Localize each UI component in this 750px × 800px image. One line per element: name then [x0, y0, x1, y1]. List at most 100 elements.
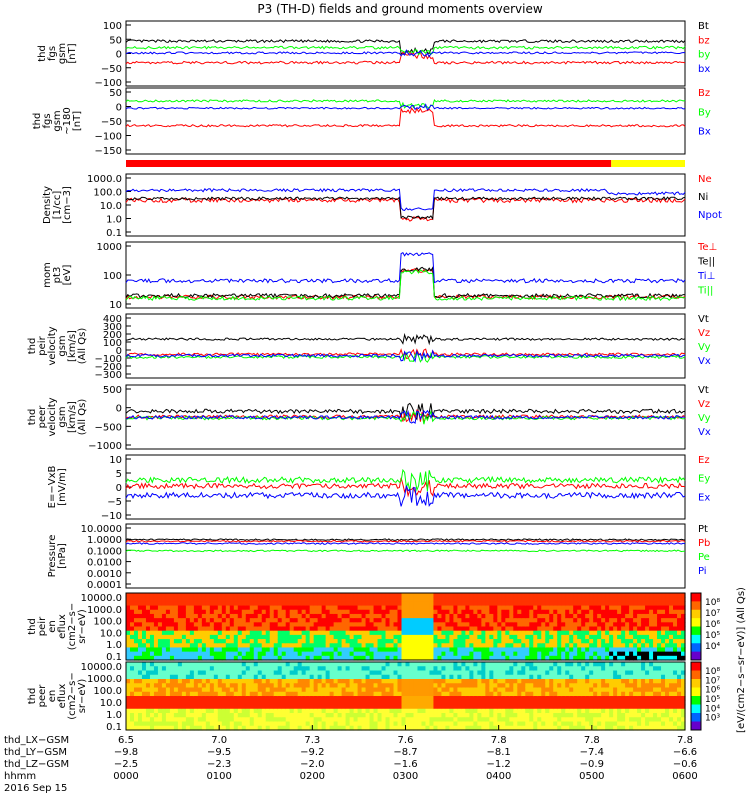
- spectrogram-cell: [137, 674, 143, 680]
- spectrogram-cell: [665, 609, 670, 615]
- spectrogram-cell: [397, 651, 403, 657]
- spectrogram-cell: [473, 593, 478, 598]
- series-line-Vt: [125, 332, 686, 346]
- spectrogram-cell: [153, 696, 159, 701]
- spectrogram-cell: [453, 696, 459, 701]
- spectrogram-cell: [393, 666, 399, 672]
- spectrogram-cell: [529, 670, 534, 676]
- spectrogram-cell: [377, 687, 383, 693]
- spectrogram-cell: [197, 687, 203, 693]
- ytick-label: −50: [101, 64, 122, 75]
- spectrogram-cell: [213, 704, 219, 710]
- spectrogram-cell: [309, 674, 315, 680]
- spectrogram-cell: [617, 634, 622, 640]
- spectrogram-cell: [161, 687, 167, 693]
- spectrogram-cell: [585, 622, 590, 628]
- spectrogram-cell: [417, 666, 423, 672]
- spectrogram-cell: [677, 618, 682, 623]
- spectrogram-cell: [537, 630, 542, 636]
- spectrogram-cell: [441, 670, 447, 676]
- spectrogram-cell: [477, 634, 482, 640]
- spectrogram-cell: [285, 725, 291, 731]
- spectrogram-cell: [229, 683, 235, 689]
- spectrogram-cell: [229, 696, 235, 701]
- spectrogram-cell: [593, 700, 598, 706]
- spectrogram-cell: [197, 626, 203, 632]
- spectrogram-cell: [225, 679, 231, 684]
- spectrogram-cell: [197, 666, 203, 672]
- spectrogram-cell: [673, 593, 678, 598]
- spectrogram-cell: [609, 593, 614, 598]
- spectrogram-cell: [645, 674, 650, 680]
- spectrogram-cell: [257, 647, 263, 653]
- spectrogram-cell: [681, 651, 686, 657]
- spectrogram-cell: [297, 618, 303, 623]
- spectrogram-cell: [561, 597, 566, 602]
- spectrogram-cell: [185, 670, 191, 676]
- spectrogram-cell: [369, 713, 375, 718]
- spectrogram-cell: [429, 593, 435, 598]
- spectrogram-cell: [665, 639, 670, 644]
- spectrogram-cell: [221, 683, 227, 689]
- spectrogram-cell: [357, 713, 363, 718]
- spectrogram-cell: [421, 618, 427, 623]
- spectrogram-cell: [429, 662, 435, 667]
- spectrogram-cell: [161, 639, 167, 644]
- spectrogram-cell: [673, 666, 678, 672]
- spectrogram-cell: [237, 639, 243, 644]
- spectrogram-cell: [489, 691, 494, 697]
- spectrogram-cell: [597, 679, 602, 684]
- spectrogram-cell: [597, 634, 602, 640]
- spectrogram-cell: [353, 679, 359, 684]
- spectrogram-cell: [649, 622, 654, 628]
- spectrogram-cell: [369, 683, 375, 689]
- spectrogram-cell: [393, 721, 399, 727]
- spectrogram-cell: [265, 717, 271, 723]
- spectrogram-cell: [133, 717, 139, 723]
- spectrogram-cell: [541, 670, 546, 676]
- spectrogram-cell: [661, 704, 666, 710]
- spectrogram-cell: [561, 691, 566, 697]
- spectrogram-cell: [609, 721, 614, 727]
- spectrogram-cell: [417, 713, 423, 718]
- spectrogram-cell: [301, 613, 307, 619]
- spectrogram-cell: [553, 643, 558, 649]
- spectrogram-cell: [257, 696, 263, 701]
- xaxis-cell: −2.0: [300, 759, 324, 770]
- spectrogram-cell: [433, 725, 439, 731]
- spectrogram-cell: [249, 601, 255, 607]
- spectrogram-cell: [229, 651, 235, 657]
- spectrogram-cell: [313, 643, 319, 649]
- spectrogram-cell: [173, 670, 179, 676]
- spectrogram-cell: [333, 630, 339, 636]
- spectrogram-cell: [165, 725, 171, 731]
- spectrogram-cell: [305, 679, 311, 684]
- spectrogram-cell: [153, 618, 159, 623]
- spectrogram-cell: [549, 622, 554, 628]
- spectrogram-cell: [569, 613, 574, 619]
- spectrogram-cell: [369, 618, 375, 623]
- spectrogram-cell: [421, 651, 427, 657]
- spectrogram-cell: [461, 696, 466, 701]
- spectrogram-cell: [133, 666, 139, 672]
- spectrogram-cell: [277, 696, 283, 701]
- spectrogram-cell: [497, 613, 502, 619]
- spectrogram-cell: [513, 666, 518, 672]
- spectrogram-cell: [417, 605, 423, 611]
- ytick-label: 100: [103, 21, 122, 32]
- spectrogram-cell: [557, 630, 562, 636]
- spectrogram-cell: [669, 609, 674, 615]
- spectrogram-cell: [189, 651, 195, 657]
- spectrogram-cell: [681, 704, 686, 710]
- spectrogram-cell: [445, 601, 451, 607]
- spectrogram-cell: [153, 609, 159, 615]
- spectrogram-cell: [261, 713, 267, 718]
- spectrogram-cell: [533, 679, 538, 684]
- spectrogram-cell: [517, 643, 522, 649]
- spectrogram-cell: [485, 655, 490, 661]
- spectrogram-cell: [629, 704, 634, 710]
- spectrogram-cell: [605, 643, 610, 649]
- spectrogram-cell: [433, 639, 439, 644]
- spectrogram-cell: [653, 666, 658, 672]
